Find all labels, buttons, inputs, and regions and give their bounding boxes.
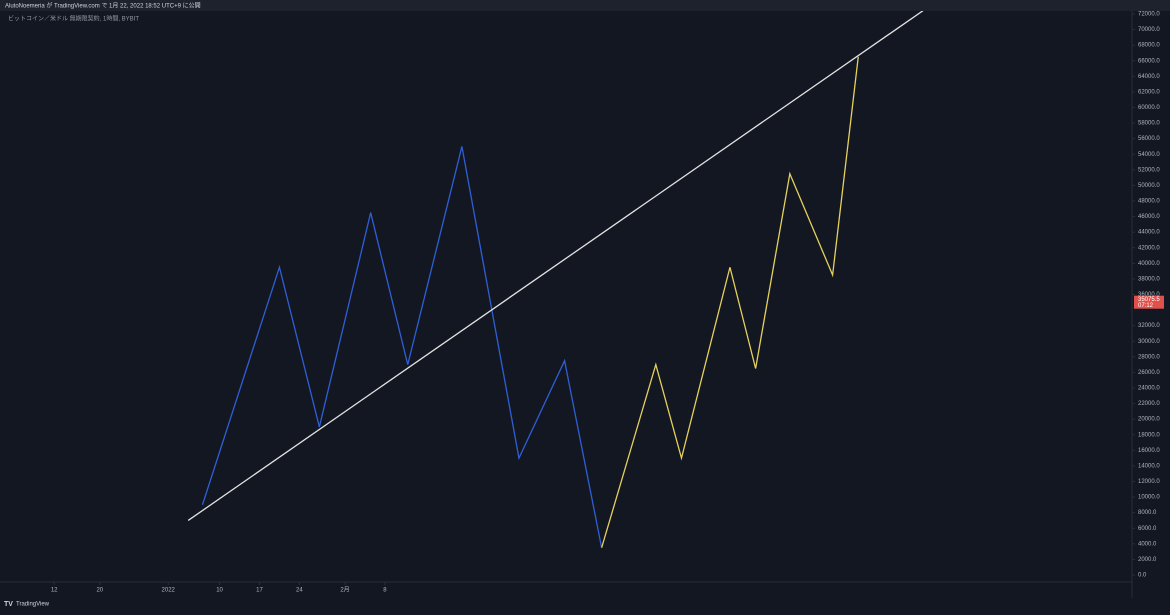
y-tick-label: 12000.0 bbox=[1138, 479, 1160, 485]
y-tick-label: 38000.0 bbox=[1138, 276, 1160, 282]
footer-bar bbox=[0, 598, 1170, 610]
x-tick-label: 20 bbox=[96, 588, 103, 594]
y-tick-label: 6000.0 bbox=[1138, 526, 1157, 532]
y-tick-label: 50000.0 bbox=[1138, 183, 1160, 189]
y-tick-label: 24000.0 bbox=[1138, 386, 1160, 392]
y-tick-label: 8000.0 bbox=[1138, 510, 1157, 516]
plot-area bbox=[187, 11, 924, 548]
footer-brand: TradingView bbox=[16, 602, 50, 608]
x-tick-label: 2022 bbox=[162, 588, 176, 594]
last-price-marker bbox=[1134, 295, 1164, 309]
x-tick-label: 17 bbox=[256, 588, 263, 594]
chart-title: ビットコイン／米ドル 無期限契約, 1時間, BYBIT bbox=[8, 15, 139, 23]
y-tick-label: 58000.0 bbox=[1138, 121, 1160, 127]
y-tick-label: 20000.0 bbox=[1138, 417, 1160, 423]
countdown-label: 07:12 bbox=[1138, 303, 1154, 309]
x-tick-label: 24 bbox=[296, 588, 303, 594]
y-tick-label: 68000.0 bbox=[1138, 43, 1160, 49]
y-tick-label: 16000.0 bbox=[1138, 448, 1160, 454]
y-tick-label: 56000.0 bbox=[1138, 136, 1160, 142]
y-tick-label: 44000.0 bbox=[1138, 230, 1160, 236]
series-line bbox=[601, 56, 859, 548]
y-tick-label: 46000.0 bbox=[1138, 214, 1160, 220]
y-tick-label: 22000.0 bbox=[1138, 401, 1160, 407]
y-tick-label: 10000.0 bbox=[1138, 495, 1160, 501]
y-tick-label: 70000.0 bbox=[1138, 27, 1160, 33]
series-line bbox=[187, 11, 924, 521]
header-title: AlutoNoemeria が TradingView.com で 1月 22,… bbox=[5, 2, 201, 10]
y-tick-label: 30000.0 bbox=[1138, 339, 1160, 345]
footer-logo: TV bbox=[4, 601, 13, 608]
y-tick-label: 26000.0 bbox=[1138, 370, 1160, 376]
y-tick-label: 40000.0 bbox=[1138, 261, 1160, 267]
y-tick-label: 48000.0 bbox=[1138, 199, 1160, 205]
y-tick-label: 72000.0 bbox=[1138, 12, 1160, 18]
y-tick-label: 18000.0 bbox=[1138, 432, 1160, 438]
y-tick-label: 14000.0 bbox=[1138, 463, 1160, 469]
x-tick-label: 8 bbox=[383, 588, 387, 594]
y-tick-label: 62000.0 bbox=[1138, 89, 1160, 95]
y-tick-label: 32000.0 bbox=[1138, 323, 1160, 329]
x-tick-label: 12 bbox=[51, 588, 58, 594]
y-tick-label: 4000.0 bbox=[1138, 541, 1157, 547]
last-price-label: 35075.5 bbox=[1138, 297, 1160, 303]
header-bar bbox=[0, 0, 1170, 11]
y-tick-label: 36000.0 bbox=[1138, 292, 1160, 298]
y-tick-label: 42000.0 bbox=[1138, 245, 1160, 251]
x-tick-label: 2月 bbox=[340, 587, 349, 594]
y-tick-label: 64000.0 bbox=[1138, 74, 1160, 80]
x-tick-label: 10 bbox=[216, 588, 223, 594]
y-tick-label: 28000.0 bbox=[1138, 354, 1160, 360]
y-tick-label: 66000.0 bbox=[1138, 58, 1160, 64]
y-tick-label: 60000.0 bbox=[1138, 105, 1160, 111]
series-line bbox=[201, 146, 603, 548]
y-tick-label: 0.0 bbox=[1138, 573, 1147, 579]
y-tick-label: 52000.0 bbox=[1138, 167, 1160, 173]
y-tick-label: 2000.0 bbox=[1138, 557, 1157, 563]
y-tick-label: 54000.0 bbox=[1138, 152, 1160, 158]
